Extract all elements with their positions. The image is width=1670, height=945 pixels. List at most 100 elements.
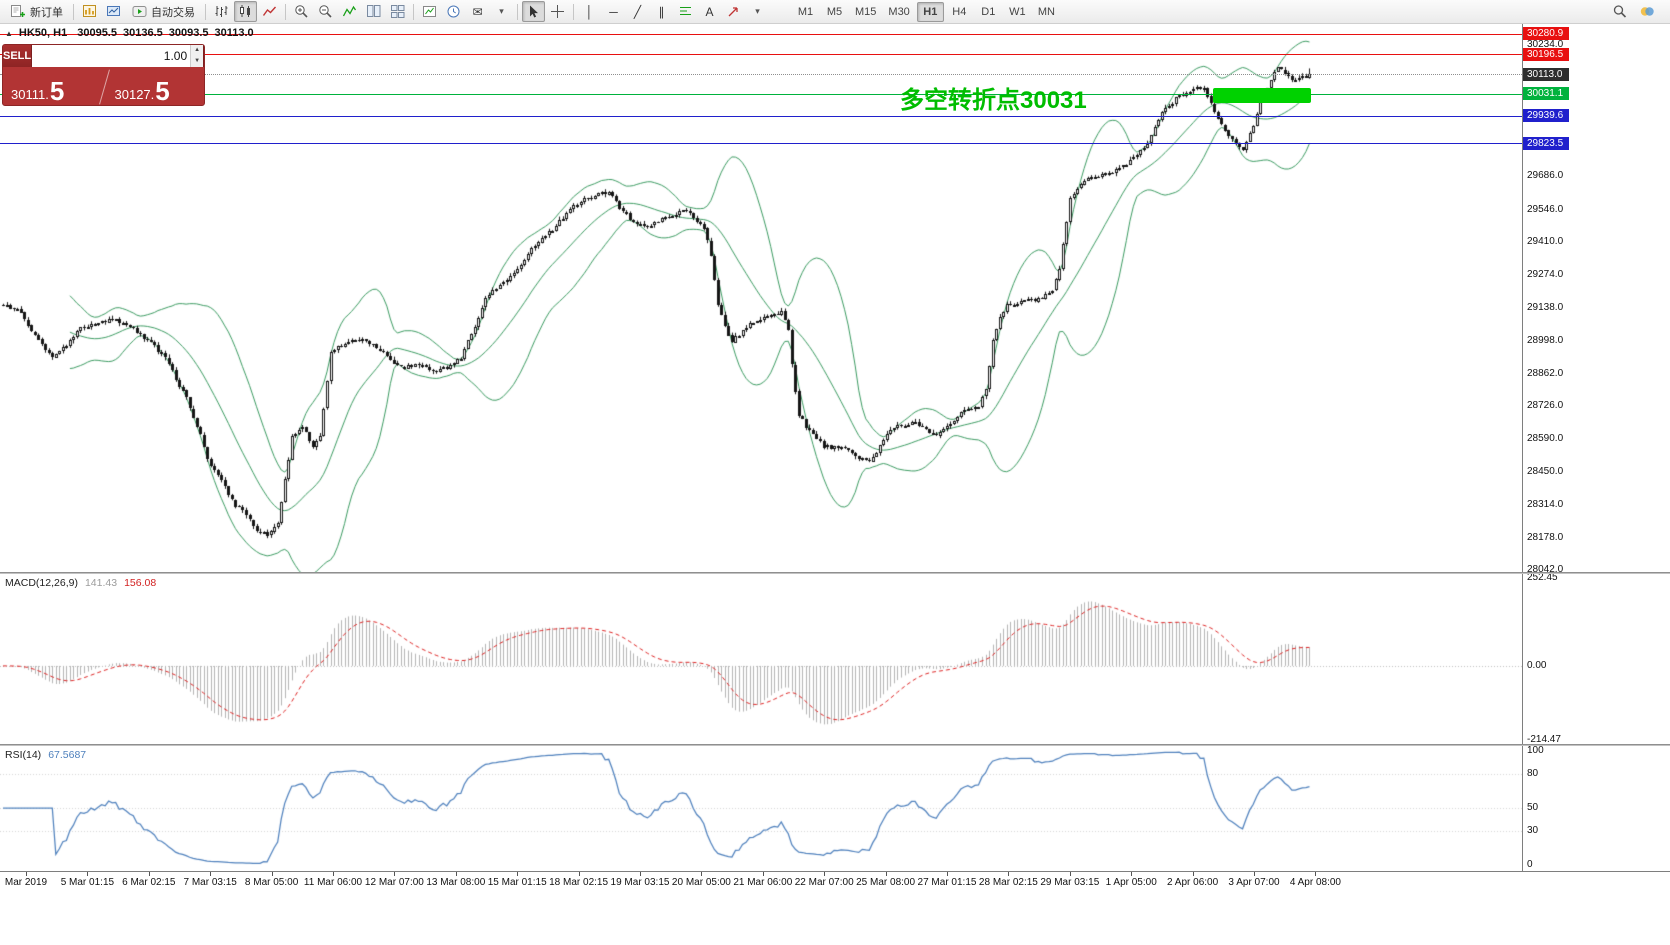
trendline-tool-button[interactable]: ╱	[626, 1, 649, 22]
timeframe-h4-button[interactable]: H4	[952, 5, 967, 18]
time-axis-tick	[885, 872, 887, 876]
tile-windows-button[interactable]	[362, 1, 385, 22]
auto-trading-button[interactable]: 自动交易	[126, 1, 201, 22]
horizontal-level-line[interactable]	[0, 34, 1522, 35]
tile-grid-button[interactable]	[386, 1, 409, 22]
new-order-button[interactable]: 新订单	[4, 1, 69, 22]
time-axis-tick	[1131, 872, 1133, 876]
panel-separator[interactable]	[0, 572, 1670, 574]
zoom-out-button[interactable]	[314, 1, 337, 22]
rsi-canvas[interactable]	[0, 746, 1522, 870]
timeframe-m5-button[interactable]: M5	[826, 5, 843, 18]
price-axis-label: 29274.0	[1527, 269, 1564, 280]
volume-down-button[interactable]: ▼	[194, 58, 201, 64]
new-chart-icon	[423, 6, 436, 17]
buy-price[interactable]: 30127. 5	[101, 67, 205, 105]
bar-open-value: 30095.5	[77, 27, 117, 39]
sell-button[interactable]: SELL	[3, 45, 33, 67]
drawing-more-button[interactable]: ▾	[746, 1, 769, 22]
auto-trading-icon	[132, 6, 147, 17]
cursor-button[interactable]	[522, 1, 545, 22]
timeframe-h1-button[interactable]: H1	[916, 1, 944, 22]
time-axis-label: 1 Apr 05:00	[1105, 877, 1157, 888]
price-axis-label: 28042.0	[1527, 564, 1564, 575]
line-chart-type-button[interactable]	[258, 1, 281, 22]
time-axis-label: 8 Mar 05:00	[244, 877, 299, 888]
auto-trading-label: 自动交易	[151, 6, 195, 19]
price-level-label: 29823.5	[1523, 137, 1569, 150]
time-axis-label: Mar 2019	[4, 877, 48, 888]
time-axis[interactable]: Mar 2019 5 Mar 01:15 6 Mar 02:15 7 Mar 03:1…	[0, 871, 1670, 893]
horizontal-level-line[interactable]	[0, 116, 1522, 117]
vertical-line-tool-button[interactable]: │	[578, 1, 601, 22]
timeframe-m15-button[interactable]: M15	[855, 5, 877, 18]
timeframe-m1-button[interactable]: M1	[797, 5, 814, 18]
new-order-icon	[11, 5, 25, 17]
bar-chart-type-button[interactable]	[210, 1, 233, 22]
community-button[interactable]	[1635, 1, 1658, 22]
search-button[interactable]	[1608, 1, 1631, 22]
time-axis-label: 11 Mar 06:00	[303, 877, 363, 888]
timeframe-w1-button[interactable]: W1	[1009, 5, 1026, 18]
panel-separator[interactable]	[0, 744, 1670, 746]
bar-high-value: 30136.5	[122, 27, 163, 39]
highlight-rectangle[interactable]	[1213, 88, 1311, 103]
main-chart-canvas[interactable]	[0, 24, 1522, 572]
horizontal-level-line[interactable]	[0, 54, 1522, 55]
indicators-button[interactable]	[338, 1, 361, 22]
bid-price-line[interactable]	[0, 74, 1522, 75]
time-axis-tick	[640, 872, 641, 876]
toolbar-separator	[413, 3, 414, 20]
time-axis-tick	[1008, 872, 1010, 876]
market-watch-button[interactable]	[102, 1, 125, 22]
zoom-in-button[interactable]	[290, 1, 313, 22]
macd-header: MACD(12,26,9) 141.43 156.08	[5, 577, 156, 589]
one-click-toggle-icon[interactable]: ▲	[5, 28, 13, 38]
bar-low-value: 30093.5	[168, 27, 209, 39]
mail-button[interactable]: ✉	[466, 1, 489, 22]
fibonacci-tool-button[interactable]	[674, 1, 697, 22]
horizontal-line-tool-button[interactable]: ─	[602, 1, 625, 22]
horizontal-level-line[interactable]	[0, 94, 1522, 95]
macd-canvas[interactable]	[0, 574, 1522, 744]
fibonacci-icon	[680, 7, 691, 15]
tile-grid-icon	[391, 5, 405, 18]
toolbar-separator	[285, 3, 286, 20]
time-axis-label: 18 Mar 02:15	[549, 877, 609, 888]
channel-tool-button[interactable]: ∥	[650, 1, 673, 22]
rsi-header: RSI(14) 67.5687	[5, 749, 86, 761]
community-icon	[1640, 7, 1654, 16]
sell-price[interactable]: 30111. 5	[3, 67, 101, 105]
text-tool-icon: A	[705, 4, 714, 19]
charts-window-button[interactable]	[78, 1, 101, 22]
macd-main-value: 141.43	[84, 577, 118, 589]
timeframe-m30-button[interactable]: M30	[888, 5, 910, 18]
toolbar-more-button[interactable]: ▾	[490, 1, 513, 22]
text-tool-button[interactable]: A	[698, 1, 721, 22]
candlestick-type-button[interactable]	[234, 1, 257, 22]
price-axis[interactable]: 30234.0 29686.0 29546.0 29410.0 29274.0 29138…	[1522, 24, 1670, 871]
price-axis-label: 28178.0	[1527, 532, 1564, 543]
macd-signal-value: 156.08	[124, 577, 157, 589]
timeframe-d1-button[interactable]: D1	[981, 5, 996, 18]
time-axis-tick	[578, 872, 580, 876]
buy-button[interactable]: BUY	[203, 45, 204, 67]
bar-chart-type-icon	[215, 6, 228, 17]
volume-up-button[interactable]: ▲	[194, 47, 201, 53]
toolbar-separator	[517, 3, 518, 20]
new-order-label: 新订单	[30, 6, 63, 19]
time-axis-tick	[87, 872, 89, 876]
price-axis-label: 29546.0	[1527, 204, 1564, 215]
chart-workspace: 多空转折点30031 ▲ HK50, H1 30095.5 30136.5 30…	[0, 24, 1670, 945]
timeframe-mn-button[interactable]: MN	[1037, 5, 1055, 18]
crosshair-button[interactable]	[546, 1, 569, 22]
new-chart-button[interactable]	[418, 1, 441, 22]
arrows-tool-button[interactable]	[722, 1, 745, 22]
horizontal-level-line[interactable]	[0, 143, 1522, 144]
time-axis-tick	[1069, 872, 1071, 876]
time-axis-label: 21 Mar 06:00	[733, 877, 793, 888]
volume-input[interactable]	[32, 45, 191, 67]
price-level-label: 30196.5	[1523, 48, 1569, 61]
time-axis-tick	[210, 872, 212, 876]
clock-button[interactable]	[442, 1, 465, 22]
